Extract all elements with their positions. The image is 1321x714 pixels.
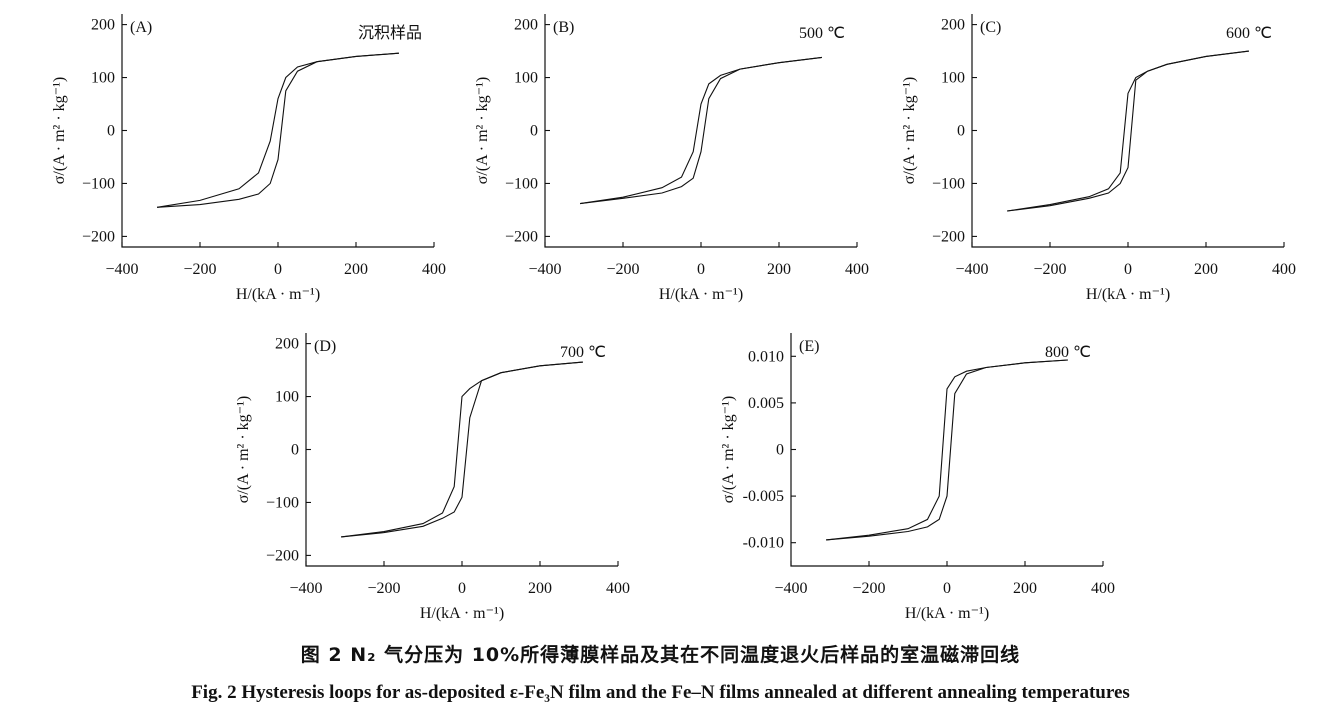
y-tick-label: 0 bbox=[776, 442, 784, 459]
x-tick-label: 200 bbox=[1013, 580, 1037, 597]
x-tick-label: −400 bbox=[528, 261, 561, 278]
x-tick-label: 0 bbox=[1124, 261, 1132, 278]
y-tick-label: −200 bbox=[82, 228, 115, 245]
x-tick-label: 200 bbox=[344, 261, 368, 278]
y-tick-label: 200 bbox=[941, 17, 965, 34]
y-axis-label: σ/(A · m² · kg⁻¹) bbox=[474, 77, 491, 185]
axis-frame bbox=[790, 333, 1103, 567]
y-tick-label: -0.010 bbox=[743, 535, 784, 552]
x-tick-label: 0 bbox=[697, 261, 705, 278]
axis-frame bbox=[305, 333, 618, 567]
x-axis-label: H/(kA · m⁻¹) bbox=[905, 605, 989, 622]
panel-label: (B) bbox=[553, 19, 574, 36]
x-tick-label: −400 bbox=[105, 261, 138, 278]
y-axis-label: σ/(A · m² · kg⁻¹) bbox=[901, 77, 918, 185]
panel-label: (E) bbox=[799, 338, 819, 355]
y-tick-label: 100 bbox=[91, 70, 115, 87]
panel-annotation: 600 ℃ bbox=[1226, 25, 1272, 42]
x-axis-label: H/(kA · m⁻¹) bbox=[659, 286, 743, 303]
panel-label: (C) bbox=[980, 19, 1001, 36]
x-axis-label: H/(kA · m⁻¹) bbox=[1086, 286, 1170, 303]
y-axis-label: σ/(A · m² · kg⁻¹) bbox=[235, 396, 252, 504]
hysteresis-branch bbox=[580, 56, 822, 205]
panel-annotation: 500 ℃ bbox=[799, 25, 845, 42]
x-tick-label: 200 bbox=[1194, 261, 1218, 278]
chart-panel: −400 −200 0 200 400 200 100 0 −100 −200 (D) 700 ℃ H/… bbox=[235, 333, 630, 622]
y-tick-label: 200 bbox=[514, 17, 538, 34]
chart-panel: −400 −200 0 200 400 200 100 0 −100 −200 (C) 600 ℃ H/… bbox=[901, 14, 1296, 303]
chart-panel: −400 −200 0 200 400 0.010 0.005 0 -0.005 -0.010 (E… bbox=[720, 333, 1115, 622]
figure: −400 −200 0 200 400 200 100 0 −100 −200 (A) 沉积样品 H/(… bbox=[51, 14, 1296, 622]
x-tick-label: 0 bbox=[274, 261, 282, 278]
axis-frame bbox=[121, 14, 434, 248]
y-tick-label: 0.005 bbox=[748, 395, 784, 412]
x-tick-label: 400 bbox=[1272, 261, 1296, 278]
y-tick-label: 0 bbox=[957, 123, 965, 140]
y-tick-label: 100 bbox=[514, 70, 538, 87]
x-tick-label: 400 bbox=[422, 261, 446, 278]
x-tick-label: 400 bbox=[845, 261, 869, 278]
hysteresis-branch bbox=[341, 361, 583, 538]
y-tick-label: 100 bbox=[941, 70, 965, 87]
x-tick-label: −200 bbox=[1033, 261, 1066, 278]
y-tick-label: −100 bbox=[932, 175, 965, 192]
hysteresis-branch bbox=[580, 56, 822, 205]
chart-panel: −400 −200 0 200 400 200 100 0 −100 −200 (A) 沉积样品 H/(… bbox=[51, 14, 446, 303]
y-tick-label: 200 bbox=[91, 17, 115, 34]
x-tick-label: −400 bbox=[955, 261, 988, 278]
x-tick-label: 200 bbox=[528, 580, 552, 597]
x-tick-label: 400 bbox=[606, 580, 630, 597]
x-tick-label: 200 bbox=[767, 261, 791, 278]
hysteresis-branch bbox=[157, 52, 399, 208]
panel-annotation: 800 ℃ bbox=[1045, 344, 1091, 361]
panel-annotation: 沉积样品 bbox=[358, 24, 422, 42]
y-tick-label: -0.005 bbox=[743, 488, 784, 505]
x-tick-label: −400 bbox=[774, 580, 807, 597]
x-tick-label: −200 bbox=[852, 580, 885, 597]
hysteresis-branch bbox=[826, 359, 1068, 541]
caption-chinese: 图 2 N₂ 气分压为 10%所得薄膜样品及其在不同温度退火后样品的室温磁滞回线 bbox=[300, 644, 1021, 666]
x-tick-label: 0 bbox=[458, 580, 466, 597]
x-tick-label: 400 bbox=[1091, 580, 1115, 597]
y-tick-label: 0.010 bbox=[748, 348, 784, 365]
panel-annotation: 700 ℃ bbox=[560, 344, 606, 361]
y-tick-label: −200 bbox=[266, 547, 299, 564]
x-tick-label: −200 bbox=[367, 580, 400, 597]
y-tick-label: −100 bbox=[266, 494, 299, 511]
y-tick-label: 0 bbox=[291, 442, 299, 459]
y-tick-label: −200 bbox=[932, 228, 965, 245]
hysteresis-branch bbox=[826, 359, 1068, 541]
panel-label: (D) bbox=[314, 338, 336, 355]
caption-english: Fig. 2 Hysteresis loops for as-deposited… bbox=[191, 682, 1130, 703]
hysteresis-branch bbox=[1007, 50, 1249, 212]
y-tick-label: 100 bbox=[275, 389, 299, 406]
x-tick-label: 0 bbox=[943, 580, 951, 597]
y-tick-label: −100 bbox=[505, 175, 538, 192]
y-tick-label: 200 bbox=[275, 336, 299, 353]
y-tick-label: −100 bbox=[82, 175, 115, 192]
x-tick-label: −200 bbox=[606, 261, 639, 278]
chart-panel: −400 −200 0 200 400 200 100 0 −100 −200 (B) 500 ℃ H/… bbox=[474, 14, 869, 303]
axis-frame bbox=[544, 14, 857, 248]
x-tick-label: −200 bbox=[183, 261, 216, 278]
hysteresis-branch bbox=[1007, 50, 1249, 212]
axis-frame bbox=[971, 14, 1284, 248]
hysteresis-branch bbox=[341, 361, 583, 538]
x-axis-label: H/(kA · m⁻¹) bbox=[236, 286, 320, 303]
y-axis-label: σ/(A · m² · kg⁻¹) bbox=[51, 77, 68, 185]
panel-label: (A) bbox=[130, 19, 152, 36]
y-axis-label: σ/(A · m² · kg⁻¹) bbox=[720, 396, 737, 504]
y-tick-label: −200 bbox=[505, 228, 538, 245]
y-tick-label: 0 bbox=[107, 123, 115, 140]
hysteresis-branch bbox=[157, 52, 399, 208]
x-tick-label: −400 bbox=[289, 580, 322, 597]
x-axis-label: H/(kA · m⁻¹) bbox=[420, 605, 504, 622]
y-tick-label: 0 bbox=[530, 123, 538, 140]
